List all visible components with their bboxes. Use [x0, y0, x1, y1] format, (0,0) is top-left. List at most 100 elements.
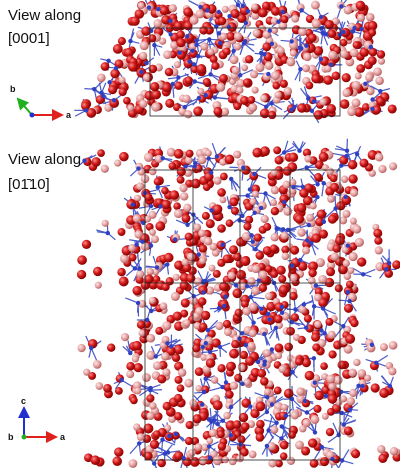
atom: [84, 108, 88, 112]
atom: [221, 419, 225, 423]
atom: [319, 328, 323, 332]
atom: [93, 360, 102, 369]
atom: [226, 32, 235, 41]
axis-origin: [30, 113, 35, 118]
atom: [137, 320, 146, 329]
atom: [204, 341, 208, 345]
atom: [176, 30, 185, 39]
atom: [349, 389, 357, 397]
atom: [142, 373, 151, 382]
atom: [183, 319, 191, 327]
atom: [184, 110, 192, 118]
atom: [171, 82, 175, 86]
atom: [257, 369, 266, 378]
atom: [266, 428, 270, 432]
atom: [388, 104, 397, 113]
atom: [245, 193, 249, 197]
atom: [274, 421, 278, 425]
atom: [384, 267, 388, 271]
atom: [119, 378, 123, 382]
atom: [330, 457, 334, 461]
atom: [195, 443, 203, 451]
atom: [288, 431, 296, 439]
atom: [373, 229, 382, 238]
atom: [347, 397, 355, 405]
atom: [363, 82, 367, 86]
atom: [144, 274, 154, 284]
atom: [326, 375, 335, 384]
atom: [364, 375, 371, 382]
atom: [314, 294, 322, 302]
atom: [103, 384, 112, 393]
atom: [370, 107, 374, 111]
atom: [245, 55, 253, 63]
atom: [348, 174, 357, 183]
atom: [320, 445, 324, 449]
atom: [270, 233, 278, 241]
atom: [126, 370, 134, 378]
atom: [215, 422, 219, 426]
atom: [237, 337, 241, 341]
atom: [237, 218, 241, 222]
atom: [198, 297, 207, 306]
atom: [350, 189, 358, 197]
atom: [209, 170, 213, 174]
atom: [128, 39, 132, 43]
atom: [213, 456, 222, 465]
atom: [308, 33, 317, 42]
atom: [151, 102, 160, 111]
atom: [120, 254, 129, 263]
atom: [291, 15, 299, 23]
atom: [230, 382, 238, 390]
atom: [389, 162, 397, 170]
atom: [220, 385, 224, 389]
atom: [262, 332, 266, 336]
atom: [337, 360, 346, 369]
atom: [215, 154, 219, 158]
atom: [144, 61, 148, 65]
atom: [346, 243, 350, 247]
atom: [298, 46, 302, 50]
atom: [183, 164, 187, 168]
atom: [213, 177, 221, 185]
atom: [224, 328, 232, 336]
atom: [326, 267, 335, 276]
atom: [185, 34, 189, 38]
atom: [320, 457, 329, 466]
atom: [118, 228, 126, 236]
atom: [131, 203, 135, 207]
atom: [328, 383, 335, 390]
atom: [279, 436, 283, 440]
atom: [206, 437, 213, 444]
panel-label: View along: [8, 151, 81, 168]
atom: [195, 367, 204, 376]
atom: [284, 87, 293, 96]
atom: [156, 7, 160, 11]
atom: [217, 430, 225, 438]
atom: [132, 355, 139, 362]
atom: [162, 368, 170, 376]
atom: [176, 75, 180, 79]
atom: [213, 400, 223, 410]
atom: [351, 449, 360, 458]
atom: [83, 369, 90, 376]
atom: [280, 80, 288, 88]
atom: [303, 53, 312, 62]
atom: [203, 78, 211, 86]
atom: [353, 359, 360, 366]
atom: [223, 295, 227, 299]
atom: [238, 73, 242, 77]
atom: [97, 149, 105, 157]
atom: [174, 394, 182, 402]
atom: [272, 82, 280, 90]
atom: [263, 349, 271, 357]
atom: [351, 29, 355, 33]
atom: [232, 288, 242, 298]
atom: [136, 166, 140, 170]
atom: [222, 6, 229, 13]
atom: [295, 441, 304, 450]
atom: [153, 19, 162, 28]
atom: [218, 17, 226, 25]
atom: [197, 96, 201, 100]
atom: [342, 73, 351, 82]
